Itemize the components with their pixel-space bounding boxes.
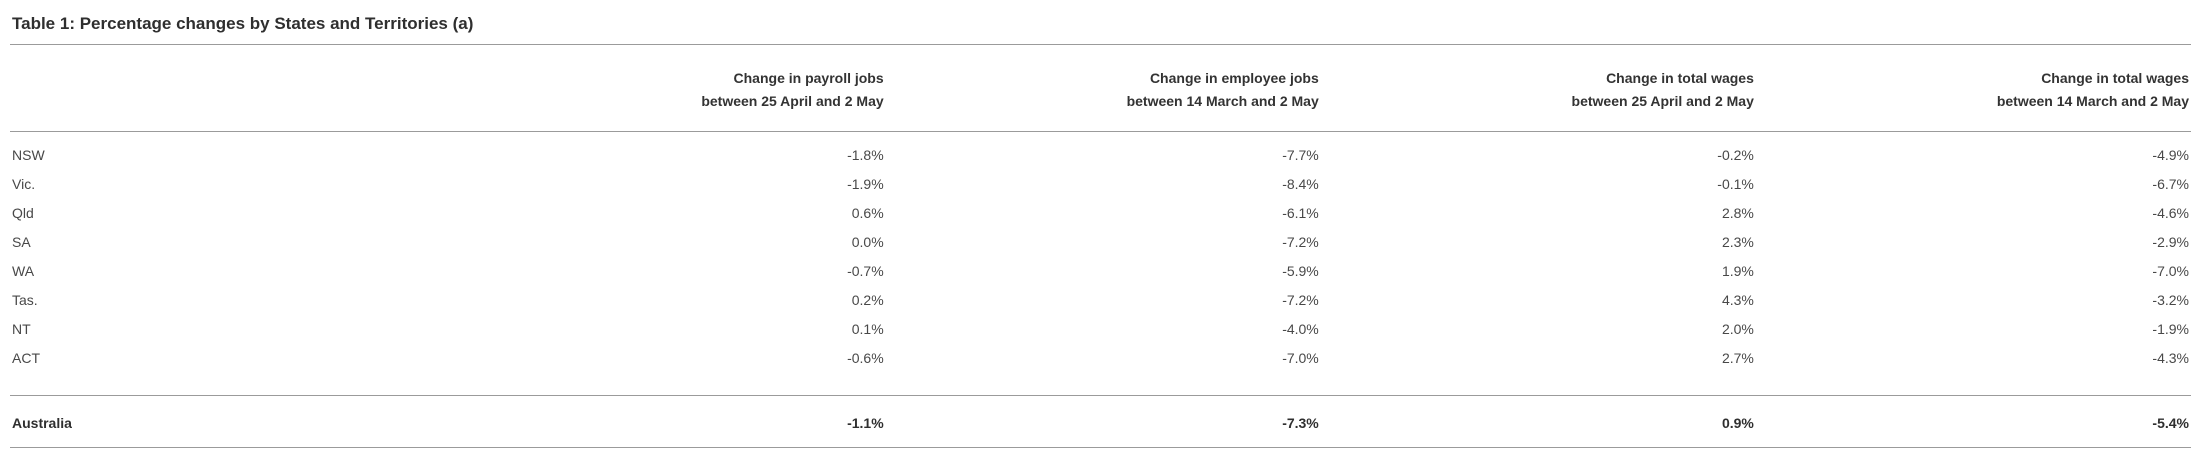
total-cell-value: -1.1% xyxy=(847,415,884,431)
cell-value: 0.6% xyxy=(851,205,884,221)
column-header-line2: between 14 March and 2 May xyxy=(1996,93,2189,109)
table-row: Vic. -1.9% -8.4% -0.1% -6.7% xyxy=(10,170,2191,199)
cell-value: -6.1% xyxy=(1282,205,1319,221)
column-header-line1: Change in total wages xyxy=(1606,70,1754,86)
cell-value: 0.2% xyxy=(851,292,884,308)
row-label: SA xyxy=(12,234,31,250)
cell-value: 2.0% xyxy=(1721,321,1754,337)
row-label: NT xyxy=(12,321,31,337)
cell-value: 2.7% xyxy=(1721,350,1754,366)
cell-value: -0.6% xyxy=(847,350,884,366)
cell-value: -7.2% xyxy=(1282,234,1319,250)
cell-value: -4.6% xyxy=(2152,205,2189,221)
row-label: WA xyxy=(12,263,35,279)
cell-value: -0.1% xyxy=(1717,176,1754,192)
cell-value: 1.9% xyxy=(1721,263,1754,279)
cell-value: -2.9% xyxy=(2152,234,2189,250)
header-row: Change in payroll jobs between 25 April … xyxy=(10,44,2191,132)
cell-value: -1.9% xyxy=(847,176,884,192)
table-row: NSW -1.8% -7.7% -0.2% -4.9% xyxy=(10,132,2191,171)
cell-value: -0.7% xyxy=(847,263,884,279)
row-label: NSW xyxy=(12,147,45,163)
cell-value: -8.4% xyxy=(1282,176,1319,192)
table-row: NT 0.1% -4.0% 2.0% -1.9% xyxy=(10,315,2191,344)
cell-value: 2.3% xyxy=(1721,234,1754,250)
row-label: Vic. xyxy=(12,176,36,192)
total-cell-value: -5.4% xyxy=(2152,415,2189,431)
column-header-line1: Change in total wages xyxy=(2041,70,2189,86)
column-header-total-wages-april: Change in total wages between 25 April a… xyxy=(1321,45,1756,132)
table-row: Tas. 0.2% -7.2% 4.3% -3.2% xyxy=(10,286,2191,315)
cell-value: -4.3% xyxy=(2152,350,2189,366)
column-header-employee-jobs: Change in employee jobs between 14 March… xyxy=(886,45,1321,132)
table-title: Table 1: Percentage changes by States an… xyxy=(12,14,474,33)
column-header-total-wages-march: Change in total wages between 14 March a… xyxy=(1756,45,2191,132)
header-stub-cell xyxy=(10,45,451,132)
table-row: SA 0.0% -7.2% 2.3% -2.9% xyxy=(10,228,2191,257)
table-footer: Australia -1.1% -7.3% 0.9% -5.4% xyxy=(10,395,2191,448)
column-header-line1: Change in payroll jobs xyxy=(733,70,884,86)
table-body: NSW -1.8% -7.7% -0.2% -4.9% Vic. -1.9% -… xyxy=(10,132,2191,396)
table-header: Change in payroll jobs between 25 April … xyxy=(10,44,2191,132)
column-header-line2: between 25 April and 2 May xyxy=(701,93,884,109)
total-row: Australia -1.1% -7.3% 0.9% -5.4% xyxy=(10,395,2191,448)
total-cell-value: -7.3% xyxy=(1282,415,1319,431)
cell-value: -7.7% xyxy=(1282,147,1319,163)
percentage-changes-table: Change in payroll jobs between 25 April … xyxy=(10,44,2191,448)
cell-value: -3.2% xyxy=(2152,292,2189,308)
cell-value: -4.0% xyxy=(1282,321,1319,337)
cell-value: -0.2% xyxy=(1717,147,1754,163)
cell-value: 0.1% xyxy=(851,321,884,337)
cell-value: -7.0% xyxy=(1282,350,1319,366)
row-label: ACT xyxy=(12,350,40,366)
cell-value: -6.7% xyxy=(2152,176,2189,192)
cell-value: 0.0% xyxy=(851,234,884,250)
table-row: WA -0.7% -5.9% 1.9% -7.0% xyxy=(10,257,2191,286)
cell-value: -7.0% xyxy=(2152,263,2189,279)
cell-value: -1.8% xyxy=(847,147,884,163)
cell-value: 2.8% xyxy=(1721,205,1754,221)
column-header-line2: between 25 April and 2 May xyxy=(1571,93,1754,109)
total-cell-value: 0.9% xyxy=(1721,415,1754,431)
row-label: Qld xyxy=(12,205,34,221)
cell-value: 4.3% xyxy=(1721,292,1754,308)
table-row: ACT -0.6% -7.0% 2.7% -4.3% xyxy=(10,344,2191,396)
total-row-label: Australia xyxy=(12,415,72,431)
column-header-line1: Change in employee jobs xyxy=(1149,70,1319,86)
cell-value: -5.9% xyxy=(1282,263,1319,279)
cell-value: -7.2% xyxy=(1282,292,1319,308)
table-row: Qld 0.6% -6.1% 2.8% -4.6% xyxy=(10,199,2191,228)
cell-value: -1.9% xyxy=(2152,321,2189,337)
cell-value: -4.9% xyxy=(2152,147,2189,163)
row-label: Tas. xyxy=(12,292,38,308)
column-header-line2: between 14 March and 2 May xyxy=(1126,93,1319,109)
column-header-payroll-jobs: Change in payroll jobs between 25 April … xyxy=(451,45,886,132)
